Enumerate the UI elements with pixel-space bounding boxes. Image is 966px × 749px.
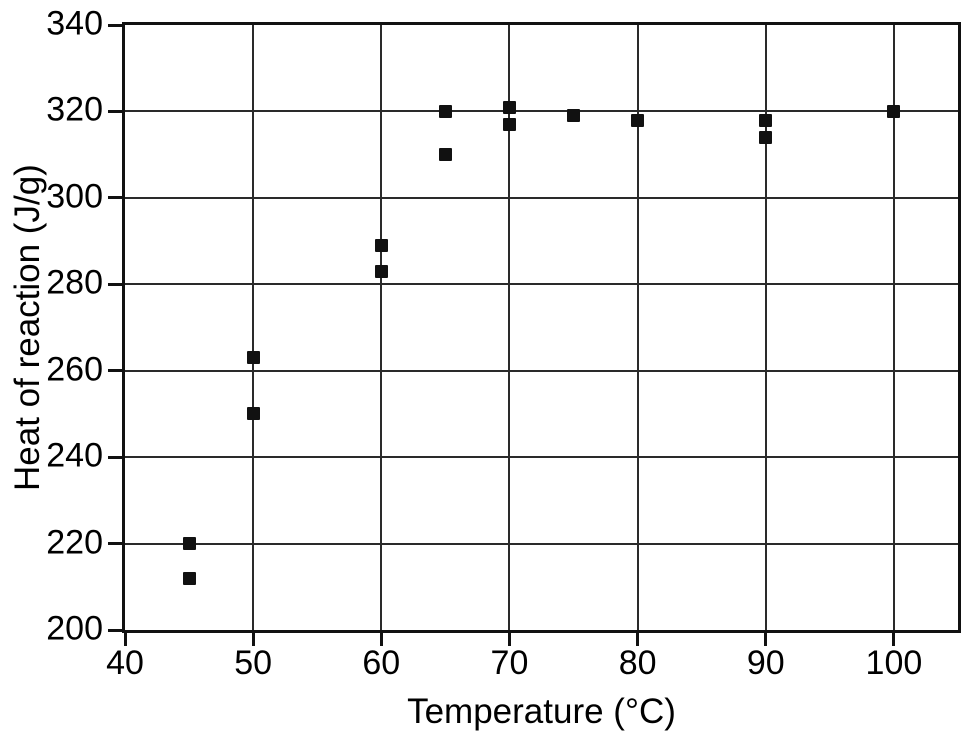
- y-tick-label: 300: [46, 177, 103, 216]
- y-axis-tick: [108, 23, 122, 27]
- data-point-marker: [374, 238, 388, 252]
- y-axis-tick: [108, 628, 122, 632]
- plot-area: 40 50 60 70 80 90 100 200 220 240 260 280 300 320 340: [46, 5, 961, 682]
- x-axis-title: Temperature (°C): [407, 692, 676, 731]
- data-point-marker: [182, 537, 196, 551]
- y-axis-tick: [108, 542, 122, 546]
- v-gridline: [636, 25, 639, 630]
- data-point-marker: [567, 109, 581, 123]
- x-tick-label: 90: [746, 644, 785, 682]
- data-point-marker: [502, 117, 516, 131]
- h-gridline: [125, 283, 958, 286]
- h-gridline: [125, 542, 958, 545]
- h-gridline: [125, 110, 958, 113]
- x-axis-tick: [764, 633, 768, 646]
- x-tick-label: 80: [618, 644, 657, 682]
- h-gridline: [125, 369, 958, 372]
- data-point-marker: [438, 104, 452, 118]
- y-tick-label: 240: [46, 436, 103, 475]
- v-gridline: [892, 25, 895, 630]
- y-axis-tick: [108, 369, 122, 373]
- data-point-marker: [502, 100, 516, 114]
- v-gridline: [508, 25, 511, 630]
- v-gridline: [252, 25, 255, 630]
- y-axis-tick: [108, 109, 122, 113]
- data-point-marker: [374, 264, 388, 278]
- data-point-marker: [887, 104, 901, 118]
- x-tick-label: 40: [106, 644, 144, 682]
- x-axis-tick: [123, 633, 127, 646]
- y-axis-tick: [108, 282, 122, 286]
- v-gridline: [380, 25, 383, 630]
- y-tick-label: 320: [46, 90, 103, 129]
- data-point-marker: [631, 113, 645, 127]
- data-point-marker: [182, 571, 196, 585]
- x-tick-label: 50: [234, 644, 273, 682]
- h-gridline: [125, 456, 958, 459]
- y-tick-label: 200: [46, 609, 103, 648]
- data-point-marker: [246, 351, 260, 365]
- x-axis-tick: [379, 633, 383, 646]
- x-tick-label: 60: [362, 644, 401, 682]
- x-axis-tick: [507, 633, 511, 646]
- y-axis-tick: [108, 455, 122, 459]
- data-point-marker: [246, 407, 260, 421]
- x-tick-label: 100: [865, 644, 923, 682]
- y-tick-label: 340: [46, 4, 103, 43]
- x-axis-tick: [636, 633, 640, 646]
- x-axis-tick: [892, 633, 896, 646]
- data-point-marker: [438, 148, 452, 162]
- v-gridline: [764, 25, 767, 630]
- x-tick-label: 70: [490, 644, 529, 682]
- y-axis-tick: [108, 196, 122, 200]
- x-axis-tick: [251, 633, 255, 646]
- data-point-marker: [759, 130, 773, 144]
- y-tick-label: 280: [46, 263, 103, 302]
- h-gridline: [125, 196, 958, 199]
- y-tick-label: 220: [46, 523, 103, 562]
- y-tick-label: 260: [46, 350, 103, 389]
- data-point-marker: [759, 113, 773, 127]
